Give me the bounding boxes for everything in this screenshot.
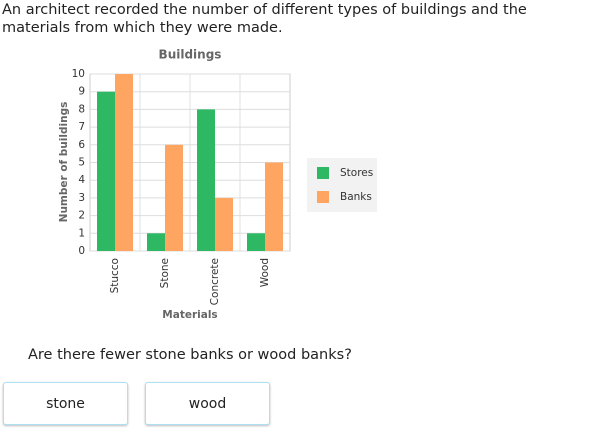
y-tick-label: 9 [78,86,85,98]
question: Are there fewer stone banks or wood bank… [28,347,352,363]
legend-swatch [317,167,329,179]
y-tick-label: 6 [78,139,85,151]
y-tick-label: 4 [78,174,85,186]
intro-text: An architect recorded the number of diff… [2,2,527,36]
bar [247,233,265,251]
bar [265,162,283,251]
legend-swatch [317,191,329,203]
legend-label: Stores [340,167,373,179]
bar [147,233,165,251]
x-tick-label: Concrete [209,258,221,305]
y-tick-label: 7 [78,121,85,133]
y-tick-label: 8 [78,103,85,115]
x-tick-label: Wood [259,258,271,287]
answer-button[interactable]: stone [3,382,128,425]
y-tick-label: 1 [78,227,85,239]
x-tick-label: Stucco [109,258,121,293]
bar [197,109,215,252]
y-axis-title: Number of buildings [58,102,70,223]
y-tick-label: 2 [78,210,85,222]
bar [215,197,233,251]
y-tick-label: 0 [78,245,85,257]
chart: Buildings Materials Number of buildings … [58,48,377,321]
y-tick-label: 5 [78,157,85,169]
bar [115,74,133,251]
chart-title: Buildings [159,48,222,62]
legend-label: Banks [340,191,372,203]
bar [165,144,183,251]
y-tick-label: 10 [72,68,85,80]
x-axis-title: Materials [162,309,217,321]
bar [97,91,115,251]
y-tick-label: 3 [78,192,85,204]
answer-button[interactable]: wood [145,382,270,425]
x-tick-label: Stone [159,258,171,288]
